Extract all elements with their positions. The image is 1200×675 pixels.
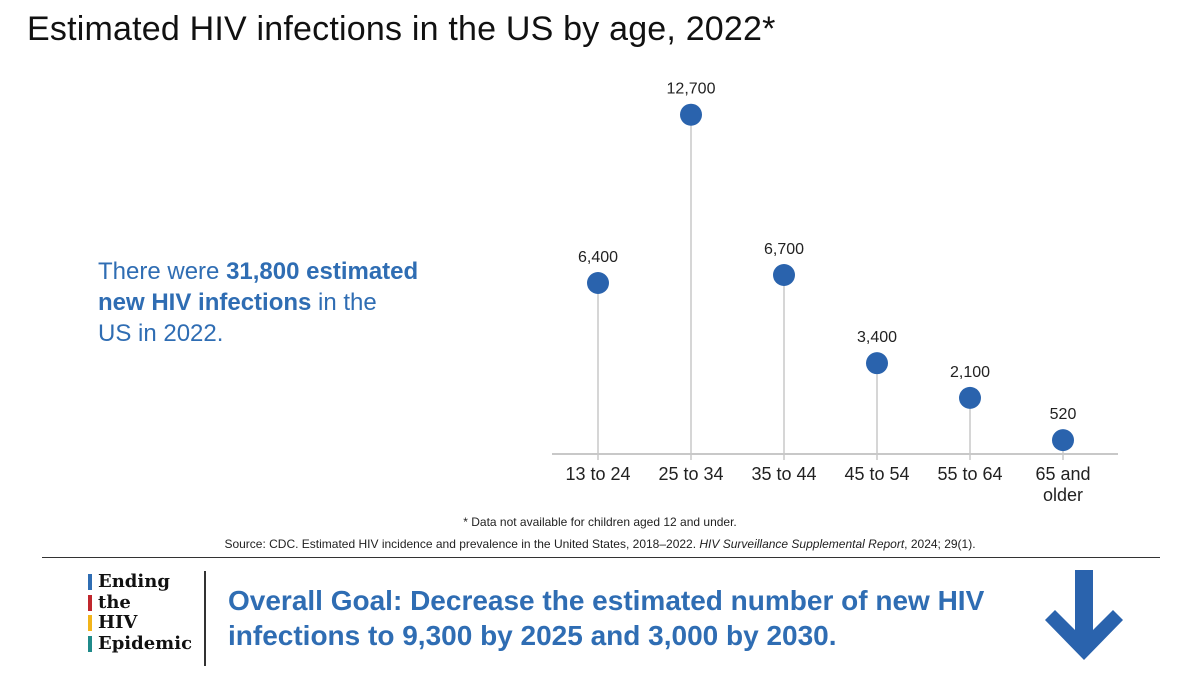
value-label: 3,400 [857, 329, 897, 346]
section-divider [42, 557, 1160, 558]
source-prefix: Source: CDC. Estimated HIV incidence and… [224, 537, 700, 551]
dot-65-and-older [1052, 429, 1074, 452]
summary-highlight-total: 31,800 estimated [226, 258, 419, 285]
summary-suffix-1: in the [311, 289, 377, 316]
logo-line: HIV [88, 612, 192, 634]
x-tick-label-line: 35 to 44 [751, 464, 816, 484]
x-tick-label-line: 25 to 34 [658, 464, 723, 484]
summary-suffix-2: US in 2022. [98, 320, 224, 347]
dot-13-to-24 [587, 272, 609, 295]
goal-text: Decrease the estimated number of new HIV… [228, 585, 985, 651]
logo-word: HIV [98, 612, 138, 633]
x-tick-label: 65 and older [1035, 464, 1090, 505]
overall-goal: Overall Goal: Decrease the estimated num… [228, 583, 1028, 653]
logo-bar-teal [88, 635, 92, 652]
logo-line: Ending [88, 571, 192, 593]
logo-word: Epidemic [98, 632, 193, 654]
value-label: 2,100 [950, 364, 990, 381]
dot-45-to-54 [866, 352, 888, 375]
dot-35-to-44 [773, 264, 795, 287]
value-label: 12,700 [667, 81, 716, 98]
logo-bar-red [88, 594, 92, 611]
source-journal: HIV Surveillance Supplemental Report [699, 537, 905, 551]
ending-the-hiv-epidemic-logo: Ending the HIV Epidemic [88, 571, 193, 655]
goal-label: Overall Goal: [228, 585, 403, 616]
x-tick-label-line: 65 and [1035, 464, 1090, 484]
x-tick-label-line: 13 to 24 [565, 464, 630, 484]
summary-text: There were 31,800 estimated new HIV infec… [98, 256, 498, 349]
x-tick-label-line: older [1043, 485, 1083, 505]
logo-line: the [88, 591, 192, 614]
x-tick-label: 25 to 34 [658, 464, 723, 484]
logo-bar-blue [88, 574, 92, 591]
logo-word: Ending [98, 571, 170, 592]
summary-highlight-infections: new HIV infections [98, 289, 312, 316]
x-tick-label-line: 55 to 64 [937, 464, 1002, 484]
dot-25-to-34 [680, 103, 702, 126]
value-label: 520 [1050, 406, 1077, 423]
chart-title: Estimated HIV infections in the US by ag… [27, 10, 776, 48]
x-tick-label: 13 to 24 [565, 464, 630, 484]
source-citation: Source: CDC. Estimated HIV incidence and… [0, 537, 1200, 551]
value-label: 6,400 [578, 249, 618, 266]
logo-divider [204, 571, 206, 666]
x-tick-label: 45 to 54 [844, 464, 909, 484]
x-tick-label-line: 45 to 54 [844, 464, 909, 484]
x-tick-label: 55 to 64 [937, 464, 1002, 484]
footnote: * Data not available for children aged 1… [463, 515, 737, 529]
dot-55-to-64 [959, 386, 981, 409]
down-arrow-icon [1045, 570, 1123, 660]
source-suffix: , 2024; 29(1). [904, 537, 976, 551]
value-label: 6,700 [764, 241, 804, 258]
logo-word: the [98, 591, 131, 613]
logo-line: Epidemic [88, 632, 193, 655]
x-tick-label: 35 to 44 [751, 464, 816, 484]
logo-bar-yellow [88, 615, 92, 632]
summary-prefix: There were [98, 258, 227, 285]
lollipop-chart: 6,400 13 to 24 12,700 25 to 34 6,700 35 to 44… [552, 81, 1118, 505]
